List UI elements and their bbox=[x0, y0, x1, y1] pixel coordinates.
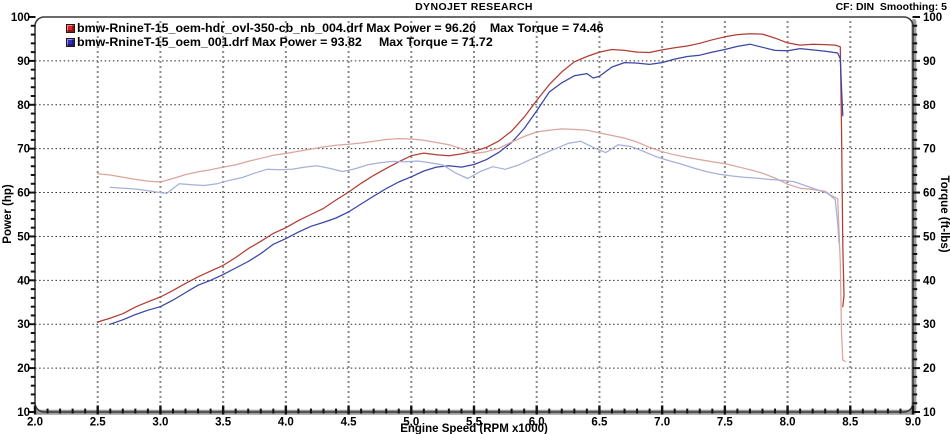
y-axis-label-torque: Torque (ft-lbs) bbox=[938, 175, 950, 252]
correction-smoothing-info: CF: DIN Smoothing: 5 bbox=[835, 1, 947, 13]
axis-tick-labels: 10 10 20 20 30 30 40 40 50 50 60 60 70 70 80 80 90 90 100 1… bbox=[11, 12, 942, 429]
legend-row-run2: bmw-RnineT-15_oem_001.drf Max Power = 93… bbox=[66, 35, 604, 49]
legend: bmw-RnineT-15_oem-hdr_ovl-350-cb_nb_004.… bbox=[66, 21, 604, 49]
axis-ticks bbox=[28, 16, 920, 415]
x-tick-label: 3.5 bbox=[215, 417, 232, 429]
y-right-tick-label: 50 bbox=[923, 231, 936, 243]
y-left-tick-label: 10 bbox=[17, 407, 30, 419]
gridlines bbox=[35, 21, 913, 412]
x-tick-label: 4.5 bbox=[341, 417, 358, 429]
y-right-tick-label: 60 bbox=[923, 188, 936, 200]
y-right-tick-label: 40 bbox=[923, 275, 936, 287]
y-left-tick-label: 90 bbox=[17, 56, 30, 68]
x-tick-label: 4.0 bbox=[278, 417, 294, 429]
y-left-tick-label: 70 bbox=[17, 144, 30, 156]
x-tick-label: 3.0 bbox=[152, 417, 168, 429]
y-left-tick-label: 30 bbox=[17, 319, 30, 331]
x-tick-label: 5.0 bbox=[403, 417, 419, 429]
run2-label: bmw-RnineT-15_oem_001.drf Max Power = 93… bbox=[77, 35, 493, 49]
y-right-tick-label: 30 bbox=[923, 319, 936, 331]
x-tick-label: 7.0 bbox=[654, 417, 670, 429]
legend-row-run1: bmw-RnineT-15_oem-hdr_ovl-350-cb_nb_004.… bbox=[66, 21, 604, 35]
x-tick-label: 8.0 bbox=[780, 417, 796, 429]
series-curves bbox=[97, 33, 846, 363]
y-right-tick-label: 70 bbox=[923, 144, 936, 156]
x-tick-label: 9.0 bbox=[905, 417, 921, 429]
run1-swatch-icon bbox=[66, 23, 75, 33]
y-axis-label-power: Power (hp) bbox=[2, 184, 14, 244]
y-left-tick-label: 50 bbox=[17, 231, 30, 243]
y-left-tick-label: 40 bbox=[17, 275, 30, 287]
y-left-tick-label: 80 bbox=[17, 100, 30, 112]
y-right-tick-label: 20 bbox=[923, 363, 936, 375]
run2-swatch-icon bbox=[66, 37, 75, 47]
x-tick-label: 8.5 bbox=[842, 417, 859, 429]
y-left-tick-label: 20 bbox=[17, 363, 30, 375]
y-right-tick-label: 80 bbox=[923, 100, 936, 112]
series-line-0 bbox=[97, 33, 845, 323]
series-line-3 bbox=[109, 140, 840, 244]
series-line-2 bbox=[97, 128, 846, 363]
x-tick-label: 2.0 bbox=[27, 417, 43, 429]
y-right-tick-label: 100 bbox=[923, 12, 942, 24]
series-line-1 bbox=[109, 43, 844, 325]
y-left-tick-label: 100 bbox=[11, 12, 30, 24]
y-right-tick-label: 10 bbox=[923, 407, 936, 419]
x-tick-label: 2.5 bbox=[90, 417, 107, 429]
page-title: DYNOJET RESEARCH bbox=[415, 1, 533, 13]
x-axis-label: Engine Speed (RPM x1000) bbox=[400, 423, 548, 434]
x-tick-label: 5.5 bbox=[466, 417, 483, 429]
y-left-tick-label: 60 bbox=[17, 188, 30, 200]
x-tick-label: 6.0 bbox=[529, 417, 545, 429]
y-right-tick-label: 90 bbox=[923, 56, 936, 68]
run1-label: bmw-RnineT-15_oem-hdr_ovl-350-cb_nb_004.… bbox=[77, 21, 604, 35]
x-tick-label: 7.5 bbox=[717, 417, 734, 429]
axis-bars bbox=[34, 19, 917, 415]
x-tick-label: 6.5 bbox=[591, 417, 608, 429]
